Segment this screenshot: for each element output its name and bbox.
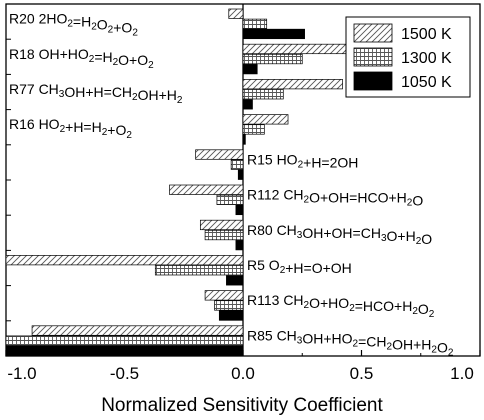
reaction-label-r77: R77 CH3OH+H=CH2OH+H2 <box>9 81 183 106</box>
bar-r5-1300k <box>154 265 244 276</box>
bar-r16-1050k <box>242 134 246 145</box>
bar-r18-1050k <box>242 64 258 75</box>
reaction-label-r15: R15 HO2+H=2OH <box>247 151 358 170</box>
bar-r85-1500k <box>31 325 244 336</box>
bar-r80-1300k <box>204 229 244 241</box>
reaction-label-r112: R112 CH2O+OH=HCO+H2O <box>247 187 423 209</box>
reaction-label-r5: R5 O2+H=O+OH <box>247 257 352 276</box>
bar-r5-1050k <box>226 275 244 286</box>
bar-r113-1500k <box>204 290 244 301</box>
reaction-label-r85: R85 CH3OH+HO2=CH2OH+H2O2 <box>247 327 454 358</box>
legend-label-1050k: 1050 K <box>401 74 452 91</box>
x-tick-label: 1.0 <box>450 364 474 383</box>
legend-swatch-1500k <box>353 23 393 43</box>
x-axis-title: Normalized Sensitivity Coefficient <box>101 395 383 416</box>
legend: 1500 K 1300 K 1050 K <box>345 16 471 98</box>
x-axis: -1.0 -0.5 0.0 0.5 1.0 <box>5 350 481 383</box>
legend-swatch-1050k <box>353 71 393 91</box>
bar-r77-1500k <box>242 79 343 90</box>
bar-r112-1500k <box>169 184 244 195</box>
bar-r80-1050k <box>235 240 244 251</box>
bar-r15-1500k <box>195 149 244 160</box>
bar-r16-1300k <box>242 124 265 135</box>
legend-swatch-1300k <box>353 47 393 67</box>
reaction-label-r18: R18 OH+HO2=H2O+O2 <box>9 46 154 71</box>
bar-r15-1300k <box>230 159 244 170</box>
bar-r80-1500k <box>199 219 244 231</box>
bar-r20-1300k <box>242 18 268 29</box>
bar-r85-1300k <box>5 335 244 346</box>
reaction-label-r20: R20 2HO2=H2O2+O2 <box>9 11 138 39</box>
bar-r20-1050k <box>242 28 305 40</box>
legend-label-1500k: 1500 K <box>401 26 452 43</box>
bar-r18-1300k <box>242 53 303 65</box>
x-tick-label: 0.5 <box>350 364 374 383</box>
reaction-label-r16: R16 HO2+H=H2+O2 <box>9 116 132 141</box>
bar-r18-1500k <box>242 43 353 55</box>
reaction-label-r80: R80 CH3OH+OH=CH3O+H2O <box>247 222 432 247</box>
bar-r113-1050k <box>218 310 244 321</box>
bar-r77-1050k <box>242 99 253 110</box>
legend-label-1300k: 1300 K <box>401 50 452 67</box>
bar-r15-1050k <box>237 169 244 180</box>
x-tick-label: 0.0 <box>231 364 255 383</box>
x-tick-label: -1.0 <box>7 364 36 383</box>
bar-r113-1300k <box>214 300 244 311</box>
bar-r112-1050k <box>235 204 244 216</box>
x-tick-label: -0.5 <box>110 364 139 383</box>
reaction-label-r113: R113 CH2O+HO2=HCO+H2O2 <box>247 292 435 320</box>
bar-r20-1500k <box>228 8 244 19</box>
bar-r112-1300k <box>216 194 244 205</box>
bar-r16-1500k <box>242 114 289 125</box>
bar-r5-1500k <box>5 255 244 266</box>
bar-r77-1300k <box>242 89 284 100</box>
